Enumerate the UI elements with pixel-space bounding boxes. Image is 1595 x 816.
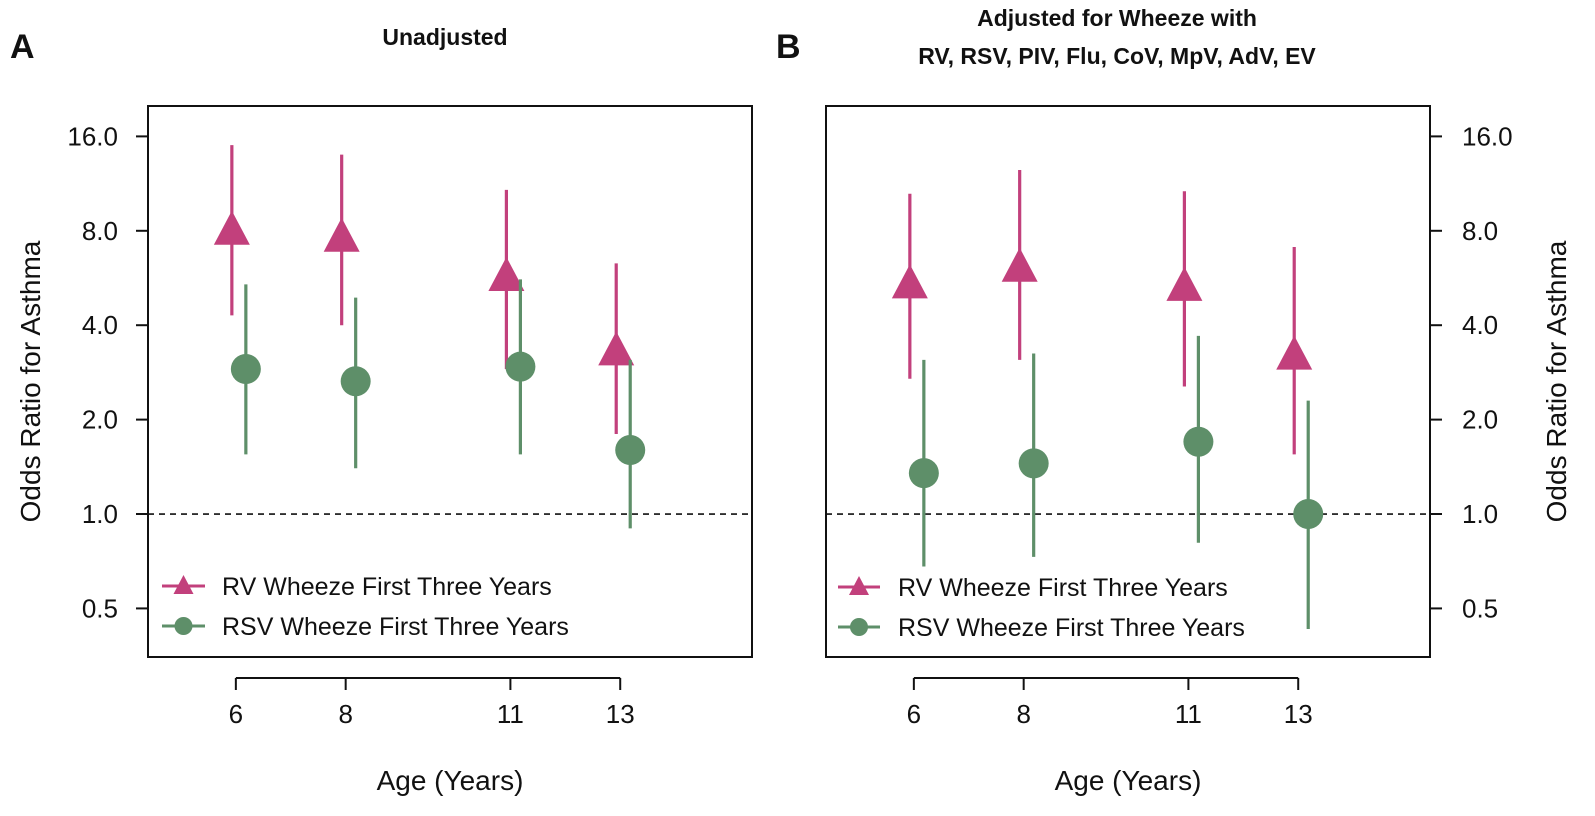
x-tick-label: 11 [497, 699, 524, 729]
odds-ratio-marker [230, 354, 261, 385]
odds-ratio-marker [213, 210, 250, 245]
y-tick-label: 16.0 [67, 121, 118, 151]
chart-title: RV, RSV, PIV, Flu, CoV, MpV, AdV, EV [918, 43, 1316, 69]
y-tick-label: 1.0 [82, 499, 118, 529]
y-axis-label: Odds Ratio for Asthma [1541, 240, 1572, 522]
odds-ratio-marker [323, 217, 360, 252]
odds-ratio-marker [488, 256, 525, 291]
plot-frame [825, 105, 1431, 658]
y-tick-label: 8.0 [82, 216, 118, 246]
legend-label: RV Wheeze First Three Years [222, 573, 552, 601]
x-axis-label: Age (Years) [1055, 765, 1202, 796]
legend-triangle-marker [173, 575, 194, 594]
odds-ratio-marker [615, 435, 646, 466]
odds-ratio-marker [505, 351, 536, 382]
panel-label: A [10, 28, 35, 66]
odds-ratio-marker [1293, 499, 1324, 530]
y-axis-label: Odds Ratio for Asthma [15, 240, 46, 522]
odds-ratio-marker [891, 264, 928, 299]
odds-ratio-marker [1018, 448, 1049, 479]
legend-triangle-marker [849, 576, 869, 595]
panel-b: B Adjusted for Wheeze with RV, RSV, PIV, F… [776, 5, 1572, 796]
x-axis-label: Age (Years) [377, 765, 524, 796]
y-tick-label: 4.0 [82, 310, 118, 340]
odds-ratio-marker [1276, 335, 1313, 370]
odds-ratio-marker [908, 458, 939, 489]
odds-ratio-marker [1166, 266, 1203, 301]
y-tick-label: 2.0 [1462, 405, 1498, 435]
x-tick-label: 8 [1016, 699, 1030, 729]
x-tick-label: 11 [1175, 699, 1202, 729]
y-tick-label: 2.0 [82, 405, 118, 435]
y-tick-label: 0.5 [1462, 593, 1498, 623]
y-tick-label: 4.0 [1462, 310, 1498, 340]
plot-frame [147, 105, 753, 658]
chart-title: Adjusted for Wheeze with [977, 5, 1257, 31]
odds-ratio-marker [598, 331, 635, 366]
odds-ratio-marker [1001, 247, 1038, 282]
x-tick-label: 13 [1284, 699, 1313, 729]
panel-label: B [776, 28, 801, 66]
y-tick-label: 16.0 [1462, 121, 1513, 151]
y-tick-label: 0.5 [82, 593, 118, 623]
chart-title: Unadjusted [382, 24, 507, 50]
legend-label: RSV Wheeze First Three Years [222, 613, 569, 641]
x-tick-label: 6 [229, 699, 243, 729]
panel-a: A Unadjusted 0.5 1.0 2.0 4.0 8.0 16.0 6 8 11 13 Age … [10, 24, 753, 796]
y-tick-label: 1.0 [1462, 499, 1498, 529]
x-tick-label: 13 [606, 699, 635, 729]
x-tick-label: 6 [907, 699, 921, 729]
legend-label: RV Wheeze First Three Years [898, 574, 1228, 602]
odds-ratio-marker [340, 366, 371, 397]
legend-circle-marker [174, 617, 193, 635]
y-tick-label: 8.0 [1462, 216, 1498, 246]
odds-ratio-marker [1183, 426, 1214, 457]
legend-label: RSV Wheeze First Three Years [898, 614, 1245, 642]
legend-circle-marker [850, 618, 868, 636]
x-tick-label: 8 [338, 699, 352, 729]
